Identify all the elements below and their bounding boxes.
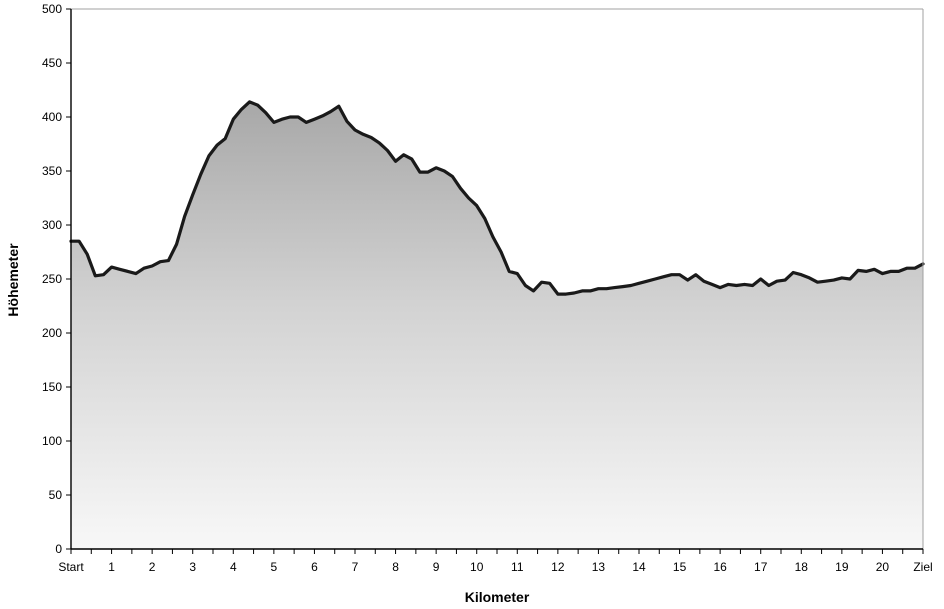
y-tick-label: 300 bbox=[42, 218, 62, 232]
x-tick-label: 5 bbox=[271, 560, 278, 574]
elevation-area bbox=[71, 101, 923, 550]
y-tick-label: 400 bbox=[42, 110, 62, 124]
x-tick-label: Start bbox=[58, 560, 84, 574]
x-tick-label: 14 bbox=[632, 560, 646, 574]
y-tick-label: 200 bbox=[42, 326, 62, 340]
x-tick-label: 12 bbox=[551, 560, 565, 574]
x-tick-label: 10 bbox=[470, 560, 484, 574]
y-tick-label: 250 bbox=[42, 272, 62, 286]
x-tick-label: 4 bbox=[230, 560, 237, 574]
y-tick-label: 350 bbox=[42, 164, 62, 178]
x-tick-label: 2 bbox=[149, 560, 156, 574]
x-tick-label: 20 bbox=[876, 560, 890, 574]
x-tick-label: 3 bbox=[189, 560, 196, 574]
x-tick-label: 13 bbox=[592, 560, 606, 574]
x-tick-label: 19 bbox=[835, 560, 849, 574]
x-tick-label: 17 bbox=[754, 560, 768, 574]
elevation-line bbox=[69, 100, 925, 296]
x-tick-label: 6 bbox=[311, 560, 318, 574]
x-axis-title: Kilometer bbox=[465, 589, 530, 605]
y-axis-title: Höhemeter bbox=[5, 243, 21, 317]
y-tick-label: 500 bbox=[42, 2, 62, 16]
y-tick-label: 0 bbox=[55, 542, 62, 556]
x-tick-label: 9 bbox=[433, 560, 440, 574]
x-tick-label: 16 bbox=[713, 560, 727, 574]
x-tick-label: 18 bbox=[795, 560, 809, 574]
y-tick-label: 50 bbox=[49, 488, 63, 502]
x-tick-label: 1 bbox=[108, 560, 115, 574]
x-tick-label: 11 bbox=[511, 560, 524, 574]
y-tick-label: 100 bbox=[42, 434, 62, 448]
x-tick-label: 7 bbox=[352, 560, 359, 574]
y-tick-label: 450 bbox=[42, 56, 62, 70]
y-tick-label: 150 bbox=[42, 380, 62, 394]
x-tick-label: 15 bbox=[673, 560, 687, 574]
x-tick-label: 8 bbox=[392, 560, 399, 574]
x-tick-label: Ziel bbox=[913, 560, 932, 574]
